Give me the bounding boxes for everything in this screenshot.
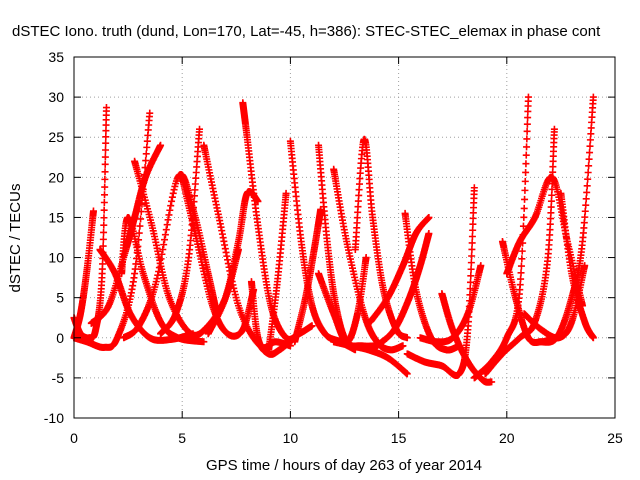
y-tick-label: -10 xyxy=(44,410,64,426)
x-tick-label: 25 xyxy=(607,430,623,446)
y-tick-label: 0 xyxy=(56,330,64,346)
y-tick-label: 10 xyxy=(48,250,64,266)
series-pass-20 xyxy=(330,165,407,354)
point-markers xyxy=(120,170,221,342)
x-tick-label: 20 xyxy=(499,430,515,446)
series-pass-17 xyxy=(291,205,325,346)
point-markers xyxy=(247,278,299,358)
data-points xyxy=(70,93,597,386)
series-pass-23 xyxy=(330,338,411,378)
point-markers xyxy=(265,189,290,354)
point-markers xyxy=(330,165,407,354)
y-tick-label: 30 xyxy=(48,89,64,105)
y-tick-label: 20 xyxy=(48,169,64,185)
series-pass-14 xyxy=(247,278,299,358)
plot-frame xyxy=(73,56,616,419)
y-axis-label: dSTEC / TECUs xyxy=(7,184,24,293)
y-tick-label: 5 xyxy=(56,290,64,306)
series-pass-24 xyxy=(373,229,433,350)
x-tick-label: 10 xyxy=(283,430,299,446)
series-pass-26 xyxy=(403,184,478,380)
series-pass-35 xyxy=(557,189,597,342)
x-tick-label: 5 xyxy=(178,430,186,446)
point-markers xyxy=(291,205,325,346)
y-tick-label: -5 xyxy=(52,370,65,386)
series-pass-19 xyxy=(315,254,370,346)
chart-title: dSTEC Iono. truth (dund, Lon=170, Lat=-4… xyxy=(12,23,601,40)
y-tick-label: 25 xyxy=(48,129,64,145)
x-axis-ticks: 0 5 10 15 20 25 xyxy=(70,57,623,446)
point-markers xyxy=(330,338,411,378)
point-markers xyxy=(403,184,478,380)
point-markers xyxy=(557,189,597,342)
x-tick-label: 0 xyxy=(70,430,78,446)
series-pass-07 xyxy=(120,170,221,342)
y-tick-label: 15 xyxy=(48,209,64,225)
point-markers xyxy=(373,229,433,350)
point-markers xyxy=(315,254,370,346)
grid xyxy=(74,57,615,418)
series-pass-15 xyxy=(265,189,290,354)
y-tick-label: 35 xyxy=(48,49,64,65)
x-axis-label: GPS time / hours of day 263 of year 2014 xyxy=(206,457,482,474)
x-tick-label: 15 xyxy=(391,430,407,446)
y-axis-ticks: -10 -5 0 5 10 15 20 25 30 35 xyxy=(44,49,615,426)
